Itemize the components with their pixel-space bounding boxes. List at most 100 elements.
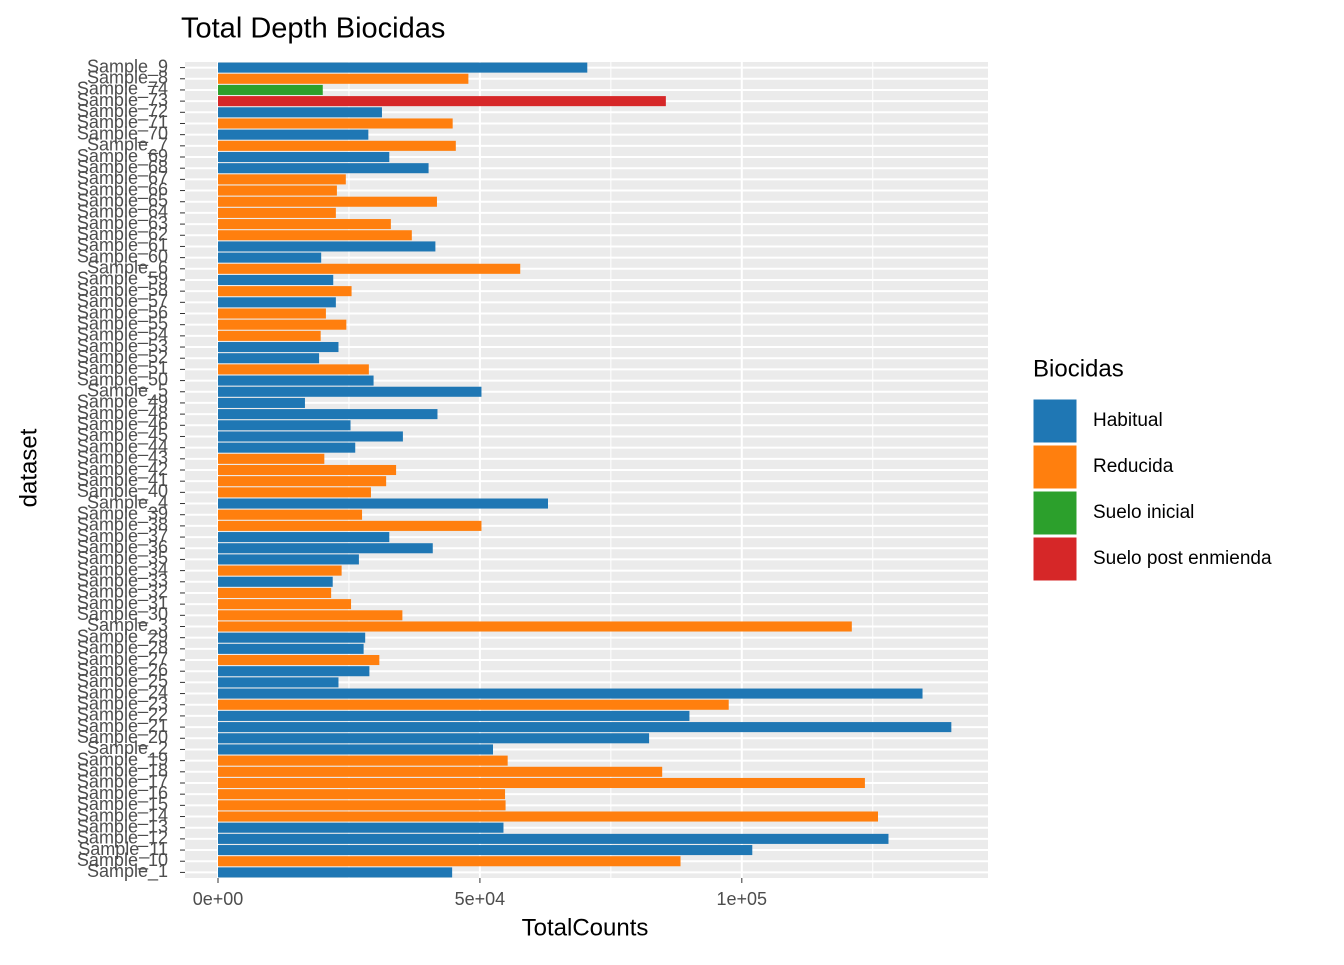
- legend-key: [1032, 490, 1078, 536]
- legend-label: Habitual: [1093, 410, 1163, 431]
- bar: [218, 621, 852, 632]
- bar: [218, 789, 506, 800]
- y-tick-label: Sample_42: [77, 459, 168, 480]
- bar: [218, 744, 493, 755]
- y-tick-label: Sample_8: [87, 68, 168, 89]
- y-tick-label: Sample_1: [87, 861, 168, 882]
- y-tick-label: Sample_39: [77, 503, 168, 524]
- chart-title: Total Depth Biocidas: [181, 13, 445, 45]
- bar: [218, 386, 482, 397]
- bar: [218, 73, 469, 84]
- bar: [218, 163, 429, 174]
- bar: [218, 811, 878, 822]
- y-tick-label: Sample_41: [77, 470, 168, 491]
- y-tick-label: Sample_74: [77, 79, 168, 100]
- y-tick-label: Sample_60: [77, 246, 168, 267]
- y-tick-label: Sample_37: [77, 526, 168, 547]
- y-tick-label: Sample_32: [77, 582, 168, 603]
- y-tick-label: Sample_43: [77, 448, 168, 469]
- bar: [218, 219, 391, 230]
- y-tick-label: Sample_51: [77, 358, 168, 379]
- bar: [218, 174, 346, 185]
- bar: [218, 845, 753, 856]
- bar: [218, 777, 865, 789]
- y-tick-label: Sample_55: [77, 313, 168, 334]
- y-tick-label: Sample_12: [77, 828, 168, 849]
- x-tick-label: 1e+05: [717, 889, 768, 909]
- bar: [218, 666, 370, 677]
- bar: [218, 688, 923, 699]
- bar: [218, 766, 663, 777]
- bar: [218, 375, 374, 386]
- legend-key: [1032, 536, 1078, 582]
- y-tick-label: Sample_2: [87, 738, 168, 759]
- bar: [218, 230, 412, 241]
- bar: [218, 342, 339, 353]
- bar: [218, 297, 336, 308]
- bar: [218, 487, 371, 498]
- bar: [218, 140, 456, 151]
- y-tick-label: Sample_30: [77, 604, 168, 625]
- y-tick-label: Sample_54: [77, 325, 168, 346]
- legend-label: Reducida: [1093, 456, 1174, 477]
- y-tick-label: Sample_53: [77, 336, 168, 357]
- bar: [218, 464, 397, 476]
- y-tick-label: Sample_44: [77, 436, 168, 457]
- bar: [218, 632, 366, 643]
- bar: [218, 151, 390, 163]
- bar: [218, 856, 681, 867]
- legend-label: Suelo post enmienda: [1093, 548, 1272, 569]
- y-tick-label: Sample_67: [77, 168, 168, 189]
- bar: [218, 330, 321, 341]
- bar: [218, 107, 382, 118]
- y-tick-label: Sample_4: [87, 492, 168, 513]
- y-tick-label: Sample_26: [77, 660, 168, 681]
- y-tick-label: Sample_28: [77, 638, 168, 659]
- bar: [218, 364, 369, 375]
- y-tick-label: Sample_17: [77, 772, 168, 793]
- bar: [218, 442, 356, 453]
- legend-key: [1032, 398, 1078, 444]
- x-tick-label: 5e+04: [455, 889, 506, 909]
- bar: [218, 84, 323, 95]
- legend-title: Biocidas: [1033, 355, 1124, 382]
- bar: [218, 755, 508, 766]
- bar: [218, 129, 369, 140]
- bar: [218, 397, 305, 408]
- bar: [218, 353, 320, 364]
- bar: [218, 453, 325, 464]
- bar: [218, 699, 729, 710]
- y-tick-label: Sample_31: [77, 593, 168, 614]
- y-tick-label: Sample_14: [77, 805, 168, 826]
- legend-label: Suelo inicial: [1093, 502, 1194, 523]
- y-tick-label: Sample_48: [77, 403, 168, 424]
- bar: [218, 543, 433, 554]
- y-tick-label: Sample_57: [77, 291, 168, 312]
- bar: [218, 554, 359, 565]
- y-tick-label: Sample_62: [77, 224, 168, 245]
- bar: [218, 409, 438, 420]
- y-tick-label: Sample_11: [78, 839, 168, 860]
- bar: [218, 867, 453, 878]
- bar: [218, 62, 588, 73]
- bar: [218, 431, 403, 442]
- y-tick-label: Sample_50: [77, 369, 168, 390]
- bar: [218, 833, 889, 844]
- bar: [218, 509, 363, 520]
- bar: [218, 118, 453, 129]
- y-tick-label: Sample_25: [77, 671, 168, 692]
- y-tick-label: Sample_34: [77, 559, 168, 580]
- y-tick-label: Sample_61: [77, 235, 168, 256]
- bar: [218, 241, 436, 252]
- bar: [218, 185, 337, 196]
- x-axis-title: TotalCounts: [522, 914, 649, 941]
- y-tick-label: Sample_73: [77, 90, 168, 111]
- bar: [218, 252, 322, 263]
- y-tick-label: Sample_5: [87, 381, 168, 402]
- y-tick-label: Sample_3: [87, 615, 168, 636]
- y-tick-label: Sample_40: [77, 481, 168, 502]
- y-tick-label: Sample_69: [77, 146, 168, 167]
- y-tick-label: Sample_72: [77, 101, 168, 122]
- bar: [218, 722, 952, 733]
- y-tick-label: Sample_45: [77, 425, 168, 446]
